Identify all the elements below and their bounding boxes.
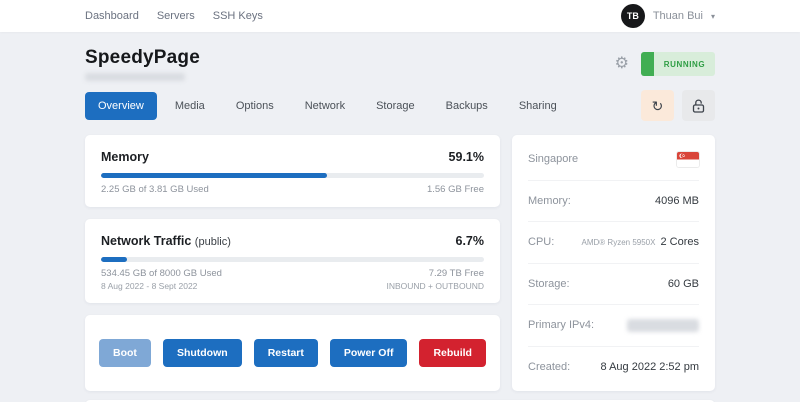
gear-icon[interactable]: ⚙ [614, 55, 629, 72]
top-nav: Dashboard Servers SSH Keys [85, 10, 263, 22]
traffic-direction: INBOUND + OUTBOUND [386, 281, 484, 291]
memory-percent: 59.1% [448, 150, 484, 164]
nav-link-ssh-keys[interactable]: SSH Keys [212, 10, 263, 22]
status-badge-bar [641, 52, 654, 76]
detail-value: 8 Aug 2022 2:52 pm [600, 360, 699, 373]
detail-row-cpu: CPU: AMD® Ryzen 5950X 2 Cores [528, 222, 699, 264]
page-title: SpeedyPage [85, 47, 200, 68]
server-details-card: Singapore Memory: 4096 MB CPU: AMD® Ryzen 5… [512, 135, 715, 391]
traffic-card: Network Traffic (public) 6.7% 534.45 GB … [85, 219, 500, 303]
top-bar: Dashboard Servers SSH Keys TB Thuan Bui ▾ [0, 0, 800, 32]
detail-row-memory: Memory: 4096 MB [528, 181, 699, 222]
power-off-button[interactable]: Power Off [329, 339, 408, 367]
memory-card-title: Memory [101, 150, 149, 164]
memory-progress-fill [101, 173, 328, 178]
traffic-used: 534.45 GB of 8000 GB Used [101, 268, 222, 279]
tab-media[interactable]: Media [174, 99, 205, 112]
location-row: Singapore [528, 139, 699, 181]
boot-button[interactable]: Boot [99, 339, 151, 367]
status-badge-label: RUNNING [663, 59, 706, 69]
traffic-card-title: Network Traffic (public) [101, 234, 231, 248]
restart-button[interactable]: ↻ [641, 90, 674, 121]
detail-value: AMD® Ryzen 5950X 2 Cores [581, 236, 699, 249]
hostname-redacted [85, 73, 185, 81]
detail-row-primary-ipv4: Primary IPv4: [528, 305, 699, 347]
detail-label: Primary IPv4: [528, 319, 595, 332]
detail-label: Created: [528, 360, 571, 373]
detail-label: Memory: [528, 194, 571, 207]
memory-card: Memory 59.1% 2.25 GB of 3.81 GB Used 1.5… [85, 135, 500, 207]
memory-progress-track [101, 173, 484, 178]
traffic-card-title-suffix: (public) [194, 236, 231, 248]
user-menu[interactable]: TB Thuan Bui ▾ [620, 4, 715, 28]
tab-backups[interactable]: Backups [445, 99, 488, 112]
detail-value-redacted [627, 318, 699, 332]
tab-sharing[interactable]: Sharing [518, 99, 557, 112]
memory-free: 1.56 GB Free [426, 184, 484, 195]
page-header: SpeedyPage ⚙ RUNNING [85, 47, 715, 81]
detail-label: Storage: [528, 277, 570, 290]
detail-value: 60 GB [667, 277, 699, 290]
detail-row-created: Created: 8 Aug 2022 2:52 pm [528, 347, 699, 388]
bottom-card [85, 400, 715, 402]
nav-link-servers[interactable]: Servers [156, 10, 195, 22]
singapore-flag-icon [677, 151, 699, 167]
restart-icon: ↻ [651, 97, 664, 114]
lock-icon [692, 99, 705, 113]
avatar[interactable]: TB [620, 4, 645, 28]
tab-storage[interactable]: Storage [376, 99, 415, 112]
memory-used: 2.25 GB of 3.81 GB Used [101, 184, 209, 195]
traffic-period: 8 Aug 2022 - 8 Sept 2022 [101, 281, 198, 291]
detail-label: CPU: [528, 236, 555, 249]
user-name: Thuan Bui [652, 10, 703, 22]
power-actions-card: Boot Shutdown Restart Power Off Rebuild [85, 315, 500, 391]
tab-bar: Overview Media Options Network Storage Backup… [85, 91, 570, 120]
tab-overview[interactable]: Overview [85, 91, 157, 120]
shutdown-button[interactable]: Shutdown [162, 339, 242, 367]
rebuild-button[interactable]: Rebuild [419, 339, 486, 367]
chevron-down-icon: ▾ [710, 11, 715, 21]
nav-link-dashboard[interactable]: Dashboard [85, 10, 139, 22]
restart-button[interactable]: Restart [253, 339, 318, 367]
traffic-percent: 6.7% [455, 234, 485, 248]
status-badge: RUNNING [641, 52, 715, 76]
traffic-progress-fill [101, 257, 127, 262]
traffic-free: 7.29 TB Free [428, 268, 484, 279]
detail-row-storage: Storage: 60 GB [528, 264, 699, 305]
title-block: SpeedyPage [85, 47, 200, 81]
lock-button[interactable] [682, 90, 715, 121]
tab-options[interactable]: Options [235, 99, 274, 112]
detail-value-small: AMD® Ryzen 5950X [581, 238, 656, 248]
traffic-progress-track [101, 257, 484, 262]
location-label: Singapore [528, 153, 579, 166]
tab-network[interactable]: Network [304, 99, 346, 112]
detail-value: 4096 MB [654, 194, 699, 207]
